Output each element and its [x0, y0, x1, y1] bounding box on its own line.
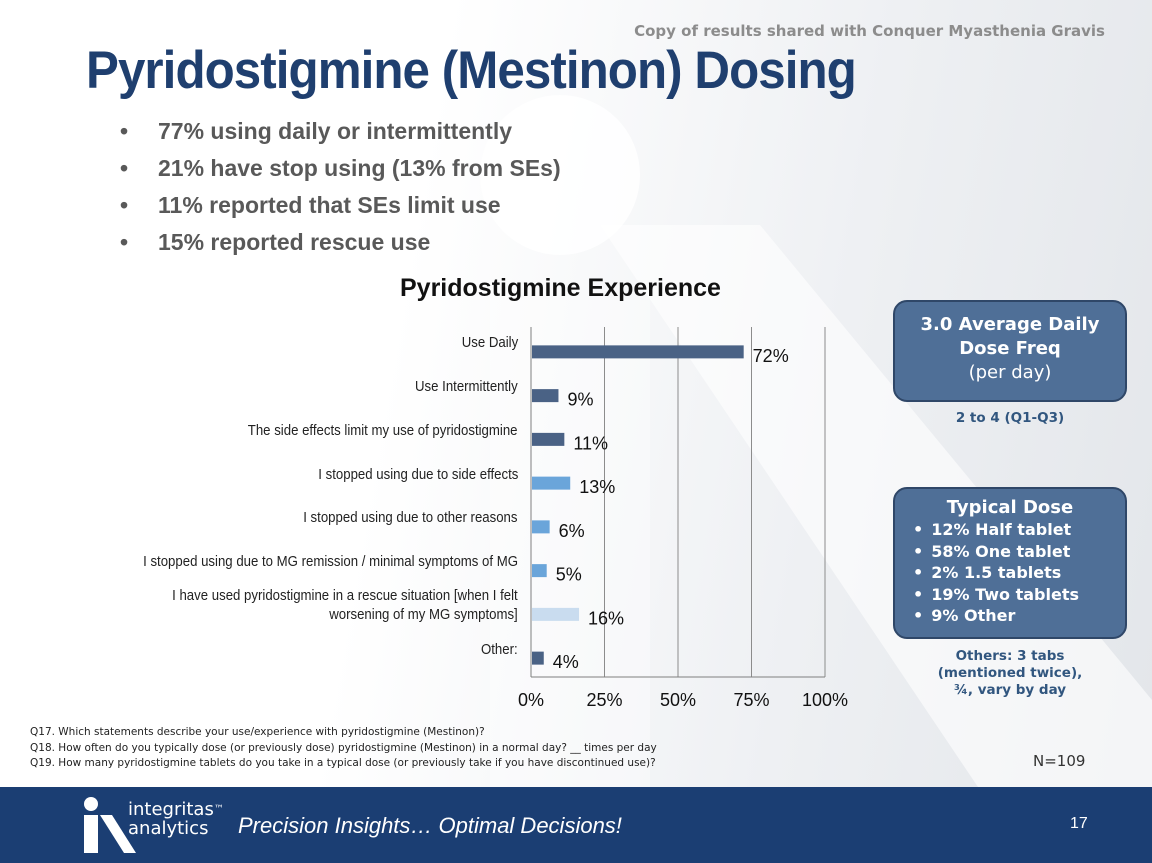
- bar: [532, 476, 571, 490]
- shared-note: Copy of results shared with Conquer Myas…: [634, 22, 1105, 40]
- data-label: 6%: [559, 521, 585, 541]
- bar: [532, 432, 565, 446]
- summary-bullets: • 77% using daily or intermittently • 21% …: [120, 115, 561, 263]
- bar: [532, 607, 580, 621]
- bar-chart: 0% 25% 50% 75% 100% 72% 9% 11% 13% 6% 5% 16% 4%: [518, 327, 848, 710]
- bar: [532, 651, 544, 665]
- category-label: I stopped using due to MG remission / mi…: [143, 553, 518, 571]
- chart-title: Pyridostigmine Experience: [400, 274, 721, 302]
- bar: [532, 520, 550, 534]
- footer-tagline: Precision Insights… Optimal Decisions!: [238, 813, 622, 838]
- question-footnotes: Q17. Which statements describe your use/…: [30, 725, 657, 772]
- bar: [532, 564, 547, 578]
- company-logo-text: integritas™ analytics: [128, 799, 224, 839]
- dose-item: 2% 1.5 tablets: [913, 562, 1125, 584]
- dose-item: 12% Half tablet: [913, 519, 1125, 541]
- avg-box-line1: 3.0 Average Daily: [920, 314, 1100, 335]
- dose-note: Others: 3 tabs (mentioned twice), ¾, var…: [937, 648, 1083, 698]
- category-label: Other:: [481, 640, 518, 658]
- x-tick-label: 75%: [733, 690, 769, 710]
- typical-dose-box: Typical Dose 12% Half tablet 58% One tab…: [893, 487, 1127, 639]
- category-label: The side effects limit my use of pyridos…: [248, 421, 518, 439]
- x-tick-label: 100%: [802, 690, 848, 710]
- x-tick-label: 50%: [660, 690, 696, 710]
- category-label: I stopped using due to side effects: [317, 465, 518, 483]
- bullet-item: • 11% reported that SEs limit use: [120, 192, 501, 218]
- x-tick-label: 0%: [518, 690, 544, 710]
- bullet-item: • 77% using daily or intermittently: [120, 118, 513, 144]
- dose-item: 58% One tablet: [913, 541, 1125, 563]
- footnote: Q17. Which statements describe your use/…: [30, 726, 485, 738]
- avg-box-line2: Dose Freq: [959, 338, 1061, 359]
- footnote: Q19. How many pyridostigmine tablets do …: [30, 757, 656, 769]
- bar: [532, 389, 559, 403]
- footer-bar: [0, 787, 1152, 863]
- page-title: Pyridostigmine (Mestinon) Dosing: [86, 41, 857, 100]
- dose-item: 9% Other: [913, 605, 1125, 627]
- integritas-logo-icon: [84, 797, 136, 853]
- bullet-item: • 15% reported rescue use: [120, 229, 431, 255]
- category-label: Use Daily: [461, 334, 518, 352]
- data-label: 9%: [567, 390, 593, 410]
- category-label: I stopped using due to other reasons: [303, 509, 518, 527]
- bar: [532, 345, 744, 359]
- avg-box-line3: (per day): [968, 362, 1052, 383]
- data-label: 16%: [588, 608, 624, 628]
- avg-daily-dose-box: 3.0 Average Daily Dose Freq (per day): [893, 300, 1127, 402]
- data-label: 5%: [556, 565, 582, 585]
- footnote: Q18. How often do you typically dose (or…: [30, 741, 657, 754]
- x-tick-label: 25%: [586, 690, 622, 710]
- avg-dose-note: 2 to 4 (Q1-Q3): [955, 410, 1065, 426]
- category-label: I have used pyridostigmine in a rescue s…: [172, 587, 518, 624]
- bullet-item: • 21% have stop using (13% from SEs): [120, 155, 561, 181]
- typical-dose-heading: Typical Dose: [946, 497, 1074, 518]
- sample-size-label: N=109: [1033, 752, 1086, 770]
- dose-item: 19% Two tablets: [913, 584, 1125, 606]
- page-number: 17: [1070, 815, 1088, 832]
- data-label: 4%: [553, 652, 579, 672]
- category-label: Use Intermittently: [415, 378, 518, 396]
- data-label: 11%: [573, 433, 608, 453]
- data-label: 72%: [753, 346, 789, 366]
- data-label: 13%: [579, 477, 615, 497]
- background-logo-watermark: [0, 0, 1152, 790]
